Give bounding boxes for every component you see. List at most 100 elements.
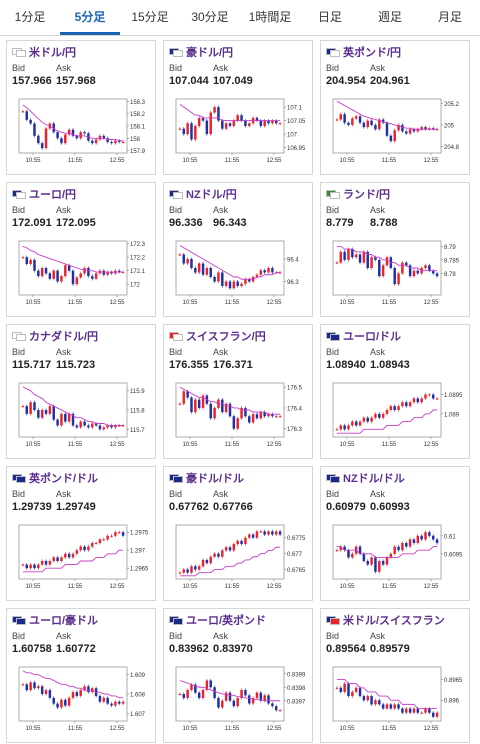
candle-body bbox=[213, 407, 216, 419]
mini-chart[interactable]: 158.3 158.2 158.1 158 157.9 10:55 11:55 12:55 bbox=[7, 93, 157, 176]
candle-body bbox=[79, 421, 82, 428]
candle-body bbox=[106, 425, 109, 428]
candle-body bbox=[389, 553, 393, 558]
rate-card[interactable]: NZドル/円 Bid Ask 96.336 96.343 96.4 96.3 10:55 11:… bbox=[163, 182, 313, 317]
currency-pair-link[interactable]: 英ポンド/ドル bbox=[29, 473, 99, 485]
candle-body bbox=[255, 274, 259, 277]
candle-body bbox=[83, 546, 86, 551]
mini-chart[interactable]: 0.61 0.6095 10:55 11:55 12:55 bbox=[321, 519, 471, 602]
currency-pair-link[interactable]: ユーロ/ドル bbox=[343, 331, 402, 343]
bid-value: 0.83962 bbox=[169, 643, 209, 655]
quote-values: 1.29739 1.29749 bbox=[12, 501, 96, 513]
rate-card[interactable]: 豪ドル/ドル Bid Ask 0.67762 0.67766 0.6775 0.677 0.6… bbox=[163, 466, 313, 601]
plot-area bbox=[332, 240, 442, 296]
currency-pair-link[interactable]: 英ポンド/円 bbox=[343, 47, 402, 59]
rate-card[interactable]: ユーロ/ドル Bid Ask 1.08940 1.08943 1.0895 1.089 10:… bbox=[320, 324, 470, 459]
candle-body bbox=[29, 682, 32, 691]
currency-pair-link[interactable]: ユーロ/英ポンド bbox=[186, 615, 267, 627]
rate-card[interactable]: 豪ドル/円 Bid Ask 107.044 107.049 107.1 107.05 107 1… bbox=[163, 40, 313, 175]
candle-body bbox=[213, 553, 216, 557]
candle-body bbox=[213, 277, 216, 282]
candle-body bbox=[190, 123, 193, 140]
rate-card[interactable]: NZドル/ドル Bid Ask 0.60979 0.60993 0.61 0.6095 10:… bbox=[320, 466, 470, 601]
candle-body bbox=[385, 122, 389, 136]
x-tick-label: 12:55 bbox=[423, 158, 439, 164]
candle-body bbox=[412, 129, 416, 132]
currency-pair-link[interactable]: スイスフラン/円 bbox=[186, 331, 266, 343]
rate-card[interactable]: 英ポンド/ドル Bid Ask 1.29739 1.29749 1.2975 1.297 1.… bbox=[6, 466, 156, 601]
candle-body bbox=[335, 687, 339, 689]
mini-chart[interactable]: 0.6775 0.677 0.6765 10:55 11:55 12:55 bbox=[164, 519, 314, 602]
quote-values: 0.89564 0.89579 bbox=[326, 643, 410, 655]
card-header: NZドル/円 bbox=[169, 187, 237, 201]
rate-card[interactable]: 英ポンド/円 Bid Ask 204.954 204.961 205.2 205 204.8 1… bbox=[320, 40, 470, 175]
candle-body bbox=[362, 417, 366, 422]
mini-chart[interactable]: 176.5 176.4 176.3 10:55 11:55 12:55 bbox=[164, 377, 314, 460]
currency-pair-link[interactable]: NZドル/円 bbox=[186, 189, 237, 201]
currency-pair-link[interactable]: 豪ドル/ドル bbox=[186, 473, 245, 485]
candle-body bbox=[408, 539, 412, 547]
candle-body bbox=[33, 564, 36, 569]
rate-card[interactable]: 米ドル/スイスフラン Bid Ask 0.89564 0.89579 0.8965 0.89… bbox=[320, 608, 470, 743]
tab-5[interactable]: 日足 bbox=[317, 9, 342, 24]
candle-body bbox=[29, 402, 32, 414]
candle-body bbox=[190, 684, 193, 690]
tab-3[interactable]: 30分足 bbox=[191, 9, 229, 24]
candle-body bbox=[259, 412, 263, 419]
currency-pair-link[interactable]: カナダドル/円 bbox=[29, 331, 99, 343]
tab-2[interactable]: 15分足 bbox=[131, 9, 169, 24]
candle-body bbox=[60, 557, 63, 561]
currency-pair-link[interactable]: 米ドル/円 bbox=[29, 47, 77, 59]
ask-value: 1.08943 bbox=[370, 359, 410, 371]
candle-body bbox=[194, 684, 197, 693]
candle-body bbox=[401, 262, 404, 274]
rate-card[interactable]: ユーロ/豪ドル Bid Ask 1.60758 1.60772 1.609 1.608 1.6… bbox=[6, 608, 156, 743]
mini-chart[interactable]: 0.8965 0.896 10:55 11:55 12:55 bbox=[321, 661, 471, 744]
candle-body bbox=[232, 416, 236, 429]
quote-values: 107.044 107.049 bbox=[169, 75, 253, 87]
rate-card[interactable]: 米ドル/円 Bid Ask 157.966 157.968 158.3 158.2 158.1… bbox=[6, 40, 156, 175]
mini-chart[interactable]: 96.4 96.3 10:55 11:55 12:55 bbox=[164, 235, 314, 318]
mini-chart[interactable]: 8.79 8.785 8.78 10:55 11:55 12:55 bbox=[321, 235, 471, 318]
currency-pair-link[interactable]: 豪ドル/円 bbox=[186, 47, 234, 59]
rate-card[interactable]: ランド/円 Bid Ask 8.779 8.788 8.79 8.785 8.78 10:55 1… bbox=[320, 182, 470, 317]
mini-chart[interactable]: 172.3 172.2 172.1 172 10:55 11:55 12:55 bbox=[7, 235, 157, 318]
rate-card[interactable]: ユーロ/円 Bid Ask 172.091 172.095 172.3 172.2 172.1… bbox=[6, 182, 156, 317]
tab-1[interactable]: 5分足 bbox=[60, 0, 120, 35]
x-tick-label: 10:55 bbox=[25, 442, 41, 448]
bid-label: Bid bbox=[169, 631, 183, 641]
currency-pair-link[interactable]: ランド/円 bbox=[343, 189, 391, 201]
rate-card[interactable]: スイスフラン/円 Bid Ask 176.355 176.371 176.5 176.4 17… bbox=[163, 324, 313, 459]
candle-body bbox=[408, 129, 412, 134]
candle-body bbox=[213, 107, 216, 113]
mini-chart[interactable]: 1.609 1.608 1.607 10:55 11:55 12:55 bbox=[7, 661, 157, 744]
currency-pair-link[interactable]: 米ドル/スイスフラン bbox=[343, 615, 445, 627]
tab-0[interactable]: 1分足 bbox=[14, 9, 46, 24]
mini-chart[interactable]: 107.1 107.05 107 106.95 10:55 11:55 12:55 bbox=[164, 93, 314, 176]
currency-pair-link[interactable]: NZドル/ドル bbox=[343, 473, 405, 485]
currency-pair-link[interactable]: ユーロ/豪ドル bbox=[29, 615, 99, 627]
candle-body bbox=[64, 553, 67, 558]
candle-body bbox=[48, 690, 52, 698]
candle-body bbox=[56, 703, 59, 708]
mini-chart[interactable]: 205.2 205 204.8 10:55 11:55 12:55 bbox=[321, 93, 471, 176]
candle-body bbox=[186, 259, 189, 264]
rate-card[interactable]: カナダドル/円 Bid Ask 115.717 115.723 115.9 115.8 115… bbox=[6, 324, 156, 459]
mini-chart[interactable]: 1.0895 1.089 10:55 11:55 12:55 bbox=[321, 377, 471, 460]
tab-7[interactable]: 月足 bbox=[437, 9, 462, 24]
candle-body bbox=[397, 546, 400, 551]
ask-label: Ask bbox=[370, 631, 386, 641]
y-tick-label: 205 bbox=[444, 123, 455, 129]
candle-body bbox=[385, 704, 389, 709]
candle-body bbox=[52, 697, 55, 704]
rate-card[interactable]: ユーロ/英ポンド Bid Ask 0.83962 0.83970 0.8399 0.8398… bbox=[163, 608, 313, 743]
mini-chart[interactable]: 0.8399 0.8398 0.8397 10:55 11:55 12:55 bbox=[164, 661, 314, 744]
tab-4[interactable]: 1時間足 bbox=[248, 9, 292, 24]
currency-pair-link[interactable]: ユーロ/円 bbox=[29, 189, 77, 201]
tab-6[interactable]: 週足 bbox=[377, 9, 402, 24]
bid-value: 8.779 bbox=[326, 217, 354, 229]
mini-chart[interactable]: 115.9 115.8 115.7 10:55 11:55 12:55 bbox=[7, 377, 157, 460]
currency-flag-icon bbox=[169, 47, 184, 57]
mini-chart[interactable]: 1.2975 1.297 1.2965 10:55 11:55 12:55 bbox=[7, 519, 157, 602]
candle-body bbox=[271, 531, 274, 535]
